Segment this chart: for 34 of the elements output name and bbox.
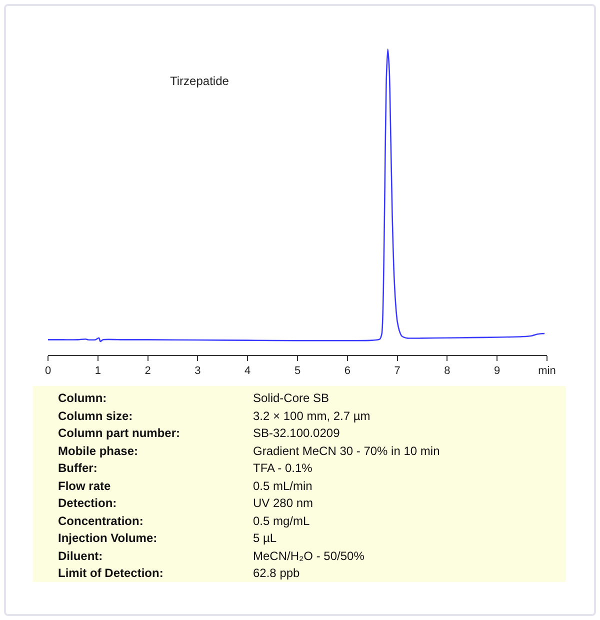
text: 62.8 ppb (253, 566, 301, 582)
x-tick-label: 5 (294, 365, 301, 378)
text: Gradient MeCN 30 - 70% in 10 min (253, 444, 441, 460)
annotation: Tirzepatide (170, 74, 230, 88)
text: Buffer: (58, 461, 98, 477)
text: UV 280 nm (253, 496, 314, 512)
x-tick-label: 8 (444, 365, 450, 378)
text: TFA - 0.1% (253, 461, 314, 477)
text: 0.5 mL/min (253, 478, 314, 494)
text: Column part number: (58, 426, 181, 442)
text: Concentration: (58, 514, 144, 530)
text: Detection: (58, 496, 118, 512)
text: MeCN/H₂O - 50/50% (253, 548, 366, 564)
x-tick-label: 2 (144, 365, 151, 378)
x-tick-label: 9 (494, 365, 500, 378)
text: SB-32.100.0209 (253, 426, 341, 442)
x-tick-label: 4 (244, 365, 251, 378)
text: Column size: (58, 408, 134, 424)
x-tick-label: 6 (344, 365, 350, 378)
text: Injection Volume: (58, 531, 158, 547)
text: Diluent: (58, 548, 104, 564)
text: 3.2 × 100 mm, 2.7 µm (253, 408, 372, 424)
x-tick-label: 3 (194, 365, 201, 378)
text: Flow rate (58, 478, 112, 494)
text: Solid-Core SB (253, 391, 330, 407)
text: 0.5 mg/mL (253, 514, 311, 530)
text: Mobile phase: (58, 444, 140, 460)
text: Column: (58, 391, 108, 407)
x-tick-label: min (538, 365, 556, 378)
x-tick-label: 7 (394, 365, 400, 378)
text: Limit of Detection: (58, 566, 164, 582)
text: 5 µL (253, 531, 278, 547)
x-tick-label: 1 (94, 365, 101, 378)
x-tick-label: 0 (44, 365, 52, 378)
